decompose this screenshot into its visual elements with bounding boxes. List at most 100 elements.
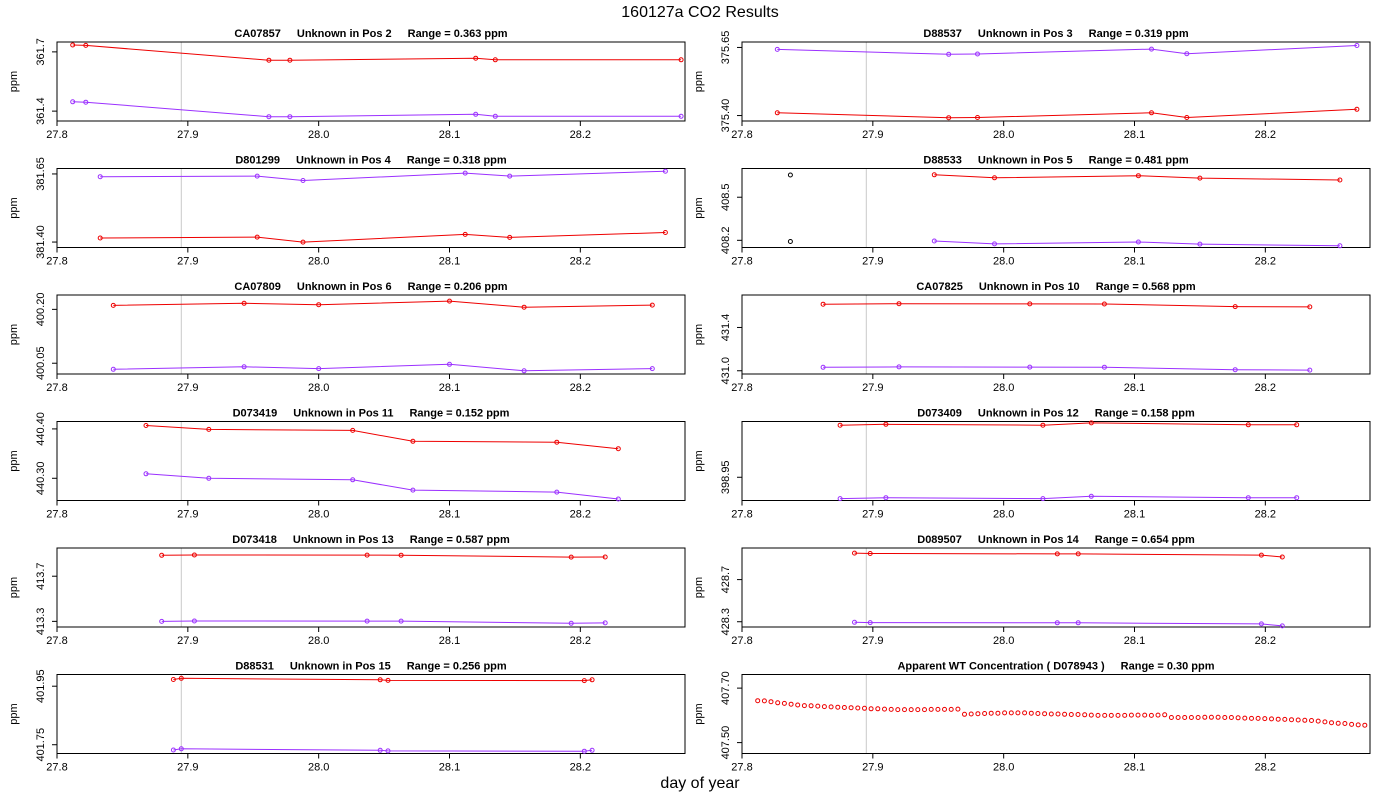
data-point [1128, 712, 1134, 718]
panel-title-part: Apparent WT Concentration ( D078943 ) [897, 661, 1105, 673]
y-tick-label: 401.95 [35, 669, 47, 703]
data-point [602, 554, 608, 560]
panel-title-part: CA07857 [234, 28, 280, 40]
x-tick-label: 28.1 [439, 256, 460, 268]
panel-title: CA07825 Unknown in Pos 10 Range = 0.568 pp… [916, 281, 1196, 293]
data-point [868, 706, 874, 712]
x-tick-label: 27.8 [731, 382, 752, 394]
data-point [1040, 496, 1046, 502]
y-axis-label: ppm [693, 197, 705, 218]
panel-title: D073418 Unknown in Pos 13 Range = 0.587 pp… [232, 534, 510, 546]
x-tick-label: 28.0 [308, 509, 329, 521]
data-point [1282, 716, 1288, 722]
data-point [1002, 710, 1008, 716]
data-point [377, 747, 383, 753]
series-line-purple [145, 473, 619, 500]
data-point [350, 427, 356, 433]
data-point [492, 57, 498, 63]
x-tick-label: 28.2 [1255, 509, 1276, 521]
y-axis-label: ppm [8, 577, 20, 598]
data-point [521, 304, 527, 310]
data-point [992, 241, 997, 247]
data-point [649, 302, 655, 308]
panel-title-part: Range = 0.30 ppm [1121, 661, 1215, 673]
data-point [808, 703, 814, 709]
data-point [1082, 712, 1088, 718]
x-tick-label: 28.1 [1124, 256, 1145, 268]
plot-frame [56, 674, 686, 754]
data-point [841, 705, 847, 710]
data-point [1054, 551, 1060, 557]
panel-title-part: Range = 0.587 ppm [410, 534, 510, 546]
data-point [942, 706, 947, 712]
data-point [867, 620, 873, 626]
data-point [492, 113, 498, 119]
data-point [1055, 711, 1061, 717]
data-point [554, 439, 560, 445]
panel-8: D073418 Unknown in Pos 13 Range = 0.587 pp… [8, 534, 686, 647]
data-point [908, 707, 914, 713]
data-point [254, 173, 260, 179]
y-tick-label: 440.30 [35, 461, 47, 495]
x-tick-label: 27.8 [731, 509, 752, 521]
plot-frame [741, 421, 1371, 501]
y-axis-label: ppm [693, 577, 705, 598]
panel-title-part: Range = 0.654 ppm [1095, 534, 1195, 546]
data-point [795, 702, 801, 708]
data-point [1258, 552, 1264, 558]
panel-title-part: Unknown in Pos 2 [297, 28, 392, 40]
x-tick-label: 27.8 [46, 635, 67, 647]
data-point [1342, 721, 1348, 726]
y-tick-label: 381.65 [35, 157, 47, 191]
data-point [377, 677, 383, 683]
panel-11: Apparent WT Concentration ( D078943 ) Ran… [693, 661, 1371, 774]
panel-title-part: D073418 [232, 534, 277, 546]
panel-title-part: Unknown in Pos 14 [978, 534, 1080, 546]
x-tick-label: 27.9 [862, 256, 883, 268]
panel-title-part: D801299 [235, 155, 280, 167]
data-point [968, 711, 974, 717]
data-point [975, 51, 980, 57]
data-point [364, 618, 370, 624]
panel-title: Apparent WT Concentration ( D078943 ) Ran… [897, 661, 1214, 673]
x-tick-label: 28.2 [1255, 382, 1276, 394]
data-point [1135, 239, 1141, 245]
data-point [398, 552, 404, 558]
data-point [768, 699, 774, 705]
data-point [862, 705, 867, 711]
data-point [883, 421, 889, 427]
data-point [1184, 115, 1190, 120]
data-point [895, 707, 901, 713]
panel-title-part: Range = 0.152 ppm [409, 408, 509, 420]
x-tick-label: 28.2 [570, 509, 591, 521]
figure-title: 160127a CO2 Results [621, 4, 779, 21]
data-point [97, 174, 103, 180]
x-tick-label: 28.1 [1124, 129, 1145, 141]
panel-title-part: Range = 0.363 ppm [408, 28, 508, 40]
y-tick-label: 440.40 [35, 412, 47, 446]
data-point [662, 230, 668, 235]
data-point [1015, 710, 1021, 716]
series-line-red [72, 44, 682, 61]
data-point [775, 700, 781, 706]
panel-4: CA07809 Unknown in Pos 6 Range = 0.206 ppm… [8, 281, 686, 394]
data-point [787, 239, 793, 244]
data-point [1135, 173, 1141, 179]
x-tick-label: 28.2 [570, 256, 591, 268]
data-point [1354, 106, 1360, 112]
y-tick-label: 361.7 [35, 38, 47, 66]
panel-title: D88537 Unknown in Pos 3 Range = 0.319 ppm [923, 28, 1188, 40]
data-point [178, 675, 184, 681]
data-point [447, 298, 452, 304]
data-point [300, 178, 306, 183]
y-tick-label: 413.7 [35, 562, 47, 590]
data-point [835, 704, 841, 710]
x-tick-label: 27.9 [177, 635, 198, 647]
data-point [1022, 710, 1028, 716]
x-tick-label: 28.0 [993, 382, 1014, 394]
data-point [882, 706, 887, 712]
data-point [83, 42, 89, 48]
x-tick-label: 28.0 [993, 509, 1014, 521]
data-point [820, 364, 826, 370]
